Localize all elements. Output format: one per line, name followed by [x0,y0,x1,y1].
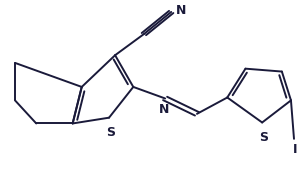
Text: N: N [159,103,169,116]
Text: N: N [176,4,186,18]
Text: I: I [293,143,298,156]
Text: S: S [106,126,115,139]
Text: S: S [259,131,268,144]
